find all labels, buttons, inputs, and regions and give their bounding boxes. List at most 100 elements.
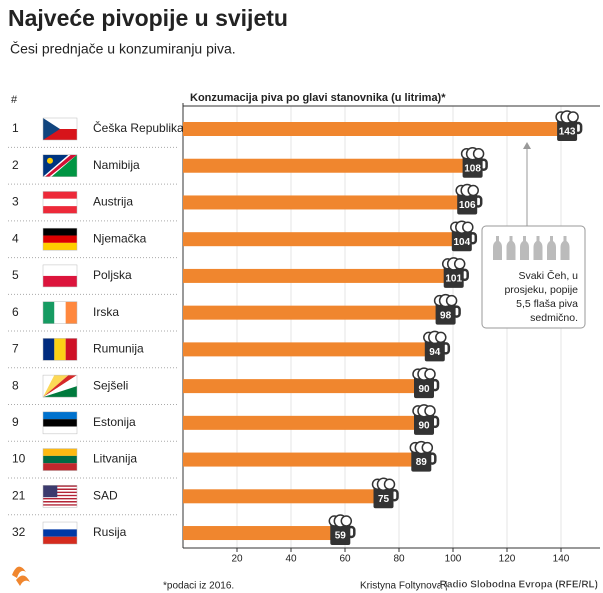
flag-stripe bbox=[43, 536, 77, 545]
flag bbox=[42, 154, 78, 177]
flag bbox=[42, 521, 78, 545]
x-tick-label: 60 bbox=[339, 554, 351, 565]
value-label: 59 bbox=[335, 531, 347, 542]
chart-title: Najveće pivopije u svijetu bbox=[8, 5, 288, 31]
mug bbox=[462, 155, 483, 178]
flag bbox=[42, 227, 78, 251]
rank-label: 5 bbox=[12, 268, 19, 282]
mug-foam bbox=[435, 331, 447, 344]
mug bbox=[330, 523, 351, 546]
flag-stripe bbox=[43, 301, 55, 324]
flag-part bbox=[45, 154, 77, 177]
category-label: Poljska bbox=[93, 268, 132, 282]
value-label: 108 bbox=[464, 163, 481, 174]
x-tick-label: 80 bbox=[393, 554, 405, 565]
mug-foam bbox=[462, 221, 474, 233]
value-label: 89 bbox=[416, 457, 428, 468]
bar bbox=[183, 452, 424, 467]
flag-stripe bbox=[54, 301, 66, 324]
mug-foam bbox=[424, 405, 436, 417]
flag-border bbox=[42, 448, 78, 471]
flag-stripe bbox=[43, 228, 77, 236]
x-tick-label: 40 bbox=[285, 554, 297, 565]
bar bbox=[183, 268, 456, 283]
flag bbox=[42, 485, 78, 508]
rank-header: # bbox=[11, 94, 18, 106]
mug-foam bbox=[467, 184, 479, 197]
flag-stripe bbox=[43, 118, 77, 129]
flag-stripe bbox=[43, 338, 55, 361]
bottle bbox=[520, 236, 529, 260]
value-label: 101 bbox=[445, 274, 462, 285]
mug-foam bbox=[472, 147, 485, 160]
mug-foam bbox=[421, 441, 434, 454]
bottle bbox=[533, 236, 543, 260]
credit: Kristyna Foltynova |Iz bbox=[360, 581, 455, 592]
value-label: 143 bbox=[559, 127, 576, 138]
bar bbox=[183, 232, 464, 247]
flag bbox=[42, 191, 78, 214]
flag-ray bbox=[43, 375, 77, 398]
flag-stripe bbox=[43, 529, 77, 537]
mug bbox=[457, 192, 478, 215]
bar bbox=[183, 379, 426, 394]
flag-stripe bbox=[43, 491, 77, 494]
flag bbox=[42, 264, 78, 288]
rank-label: 32 bbox=[12, 525, 26, 539]
mug bbox=[451, 229, 472, 252]
mug bbox=[424, 339, 445, 362]
flag bbox=[42, 117, 78, 141]
annotation-text: prosjeku, popije bbox=[504, 284, 578, 296]
rank-label: 7 bbox=[12, 342, 19, 356]
x-tick-label: 120 bbox=[499, 554, 516, 565]
category-label: Češka Republika bbox=[93, 120, 184, 135]
flag-stripe bbox=[43, 501, 77, 503]
flag-border bbox=[42, 117, 78, 141]
flag-stripe bbox=[43, 486, 77, 489]
category-label: SAD bbox=[93, 488, 118, 502]
flag bbox=[42, 374, 78, 398]
mug-foam bbox=[567, 111, 579, 123]
x-axis-label: Konzumacija piva po glavi stanovnika (u … bbox=[190, 92, 446, 104]
value-label: 104 bbox=[453, 237, 470, 248]
flag-border bbox=[42, 264, 78, 288]
flag-stripe bbox=[43, 448, 77, 456]
flag bbox=[42, 338, 78, 361]
flag-border bbox=[42, 154, 78, 177]
category-label: Sejšeli bbox=[93, 378, 128, 392]
annotation-text: sedmično. bbox=[530, 312, 578, 324]
mug bbox=[373, 486, 394, 509]
bar bbox=[183, 489, 386, 504]
mug bbox=[435, 302, 456, 325]
flag-stripe bbox=[43, 264, 77, 276]
rank-label: 6 bbox=[12, 305, 19, 319]
flag-stripe bbox=[43, 488, 77, 491]
flag-stripe bbox=[43, 496, 77, 498]
value-label: 90 bbox=[418, 420, 430, 431]
bar bbox=[183, 342, 437, 357]
bar bbox=[183, 122, 570, 136]
mug-foam bbox=[453, 258, 466, 270]
flag-stripe bbox=[43, 191, 77, 199]
rank-label: 21 bbox=[12, 488, 26, 502]
chart-subtitle: Česi prednjače u konzumiranju piva. bbox=[10, 41, 236, 57]
flag bbox=[42, 411, 78, 435]
flag-stripe bbox=[43, 504, 77, 506]
category-label: Namibija bbox=[93, 158, 140, 172]
category-label: Rumunija bbox=[93, 342, 144, 356]
flag-border bbox=[42, 411, 78, 435]
x-tick-label: 140 bbox=[553, 554, 570, 565]
value-label: 75 bbox=[378, 494, 390, 505]
bar bbox=[183, 195, 470, 210]
flag-stripe bbox=[43, 493, 77, 495]
x-tick-label: 100 bbox=[445, 554, 462, 565]
flag-border bbox=[42, 521, 78, 545]
flag-sun bbox=[47, 157, 53, 164]
flag-stripe bbox=[43, 426, 77, 434]
x-tick-label: 20 bbox=[231, 554, 243, 565]
rank-label: 2 bbox=[12, 158, 19, 172]
mug bbox=[557, 119, 578, 141]
flag-ray bbox=[43, 386, 77, 398]
flag-stripe bbox=[43, 505, 77, 508]
